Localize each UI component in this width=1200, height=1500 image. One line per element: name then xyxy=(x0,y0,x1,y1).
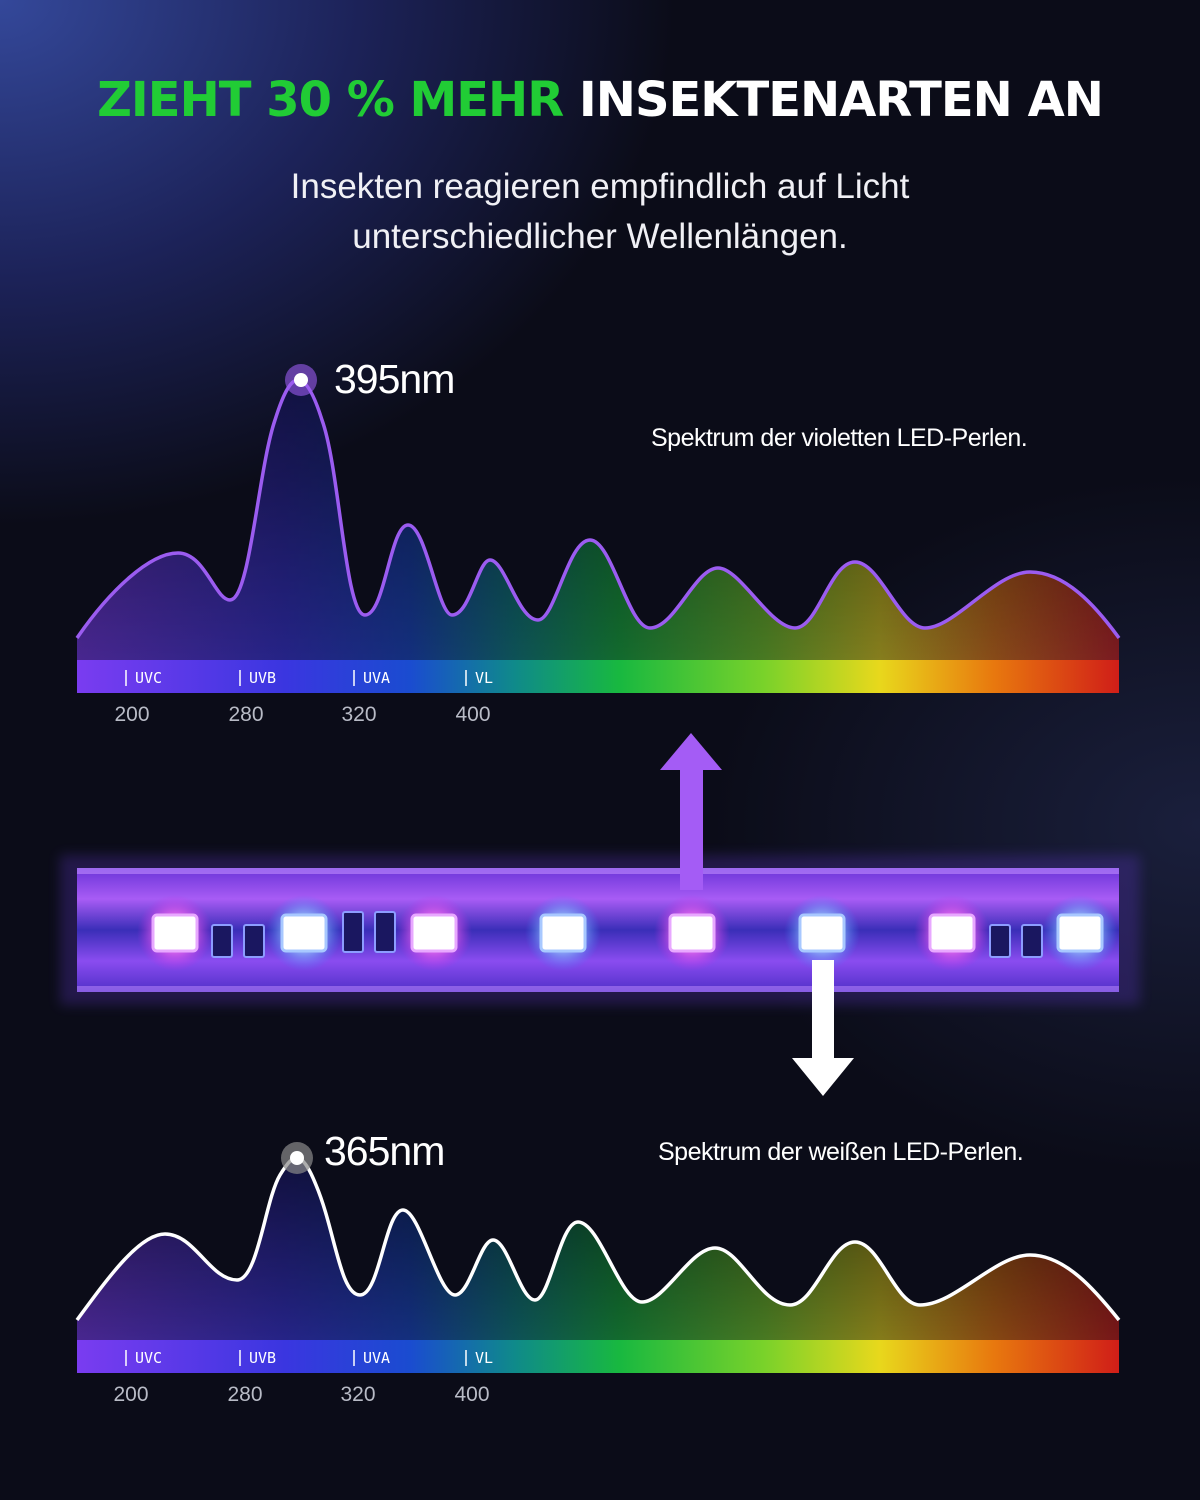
led-bead-5 xyxy=(654,895,730,971)
headline: ZIEHT 30 % MEHR INSEKTENARTEN AN xyxy=(0,72,1200,128)
led-bead-3 xyxy=(396,895,472,971)
led-bead-4 xyxy=(525,895,601,971)
white-band-label-uvb: UVB xyxy=(249,1349,277,1367)
violet-band-ticks xyxy=(125,670,467,686)
white-tick-label: 200 xyxy=(113,1383,149,1406)
white-band-label-uva: UVA xyxy=(363,1349,391,1367)
violet-spectrum-bar xyxy=(77,660,1119,693)
violet-band-label-uvc: UVC xyxy=(135,669,163,687)
white-spectrum-caption: Spektrum der weißen LED-Perlen. xyxy=(658,1138,1024,1166)
subtitle-line-1: Insekten reagieren empfindlich auf Licht xyxy=(290,167,910,206)
violet-band-label-vl: VL xyxy=(475,669,494,687)
white-band-ticks xyxy=(125,1350,467,1366)
violet-peak-marker xyxy=(294,373,308,387)
white-peak-marker xyxy=(290,1151,304,1165)
white-spectrum-bar xyxy=(77,1340,1119,1373)
white-tick-label: 320 xyxy=(340,1383,376,1406)
arrow-up-icon xyxy=(660,733,722,890)
led-bead-1 xyxy=(137,895,213,971)
white-spectrum-curve xyxy=(75,1156,1121,1322)
led-bead-2 xyxy=(266,895,342,971)
violet-band-label-uva: UVA xyxy=(363,669,391,687)
white-peak-label: 365nm xyxy=(324,1128,445,1174)
headline-rest: INSEKTENARTEN AN xyxy=(578,72,1104,128)
violet-spectrum-chart xyxy=(75,364,1121,693)
violet-spectrum-caption: Spektrum der violetten LED-Perlen. xyxy=(651,424,1028,452)
led-bead-7 xyxy=(914,895,990,971)
violet-spectrum-shade xyxy=(77,380,1119,660)
violet-band-label-uvb: UVB xyxy=(249,669,277,687)
white-spectrum-chart xyxy=(75,1142,1121,1373)
led-bead-6 xyxy=(784,895,860,971)
white-spectrum-shade xyxy=(77,1158,1119,1340)
led-strip-resistors xyxy=(211,911,1043,958)
violet-spectrum-curve xyxy=(75,378,1121,640)
subtitle-line-2: unterschiedlicher Wellenlängen. xyxy=(352,217,848,256)
led-strip xyxy=(60,855,1140,1005)
led-bead-8 xyxy=(1042,895,1118,971)
headline-accent: ZIEHT 30 % MEHR xyxy=(97,72,564,128)
violet-tick-label: 320 xyxy=(341,703,377,726)
violet-tick-label: 280 xyxy=(228,703,264,726)
subtitle: Insekten reagieren empfindlich auf Licht… xyxy=(0,162,1200,262)
violet-peak-label: 395nm xyxy=(334,356,455,402)
arrow-down-icon xyxy=(792,960,854,1096)
violet-tick-label: 400 xyxy=(455,703,491,726)
white-band-label-vl: VL xyxy=(475,1349,494,1367)
white-tick-label: 280 xyxy=(227,1383,263,1406)
white-band-label-uvc: UVC xyxy=(135,1349,163,1367)
violet-tick-label: 200 xyxy=(114,703,150,726)
white-tick-label: 400 xyxy=(454,1383,490,1406)
